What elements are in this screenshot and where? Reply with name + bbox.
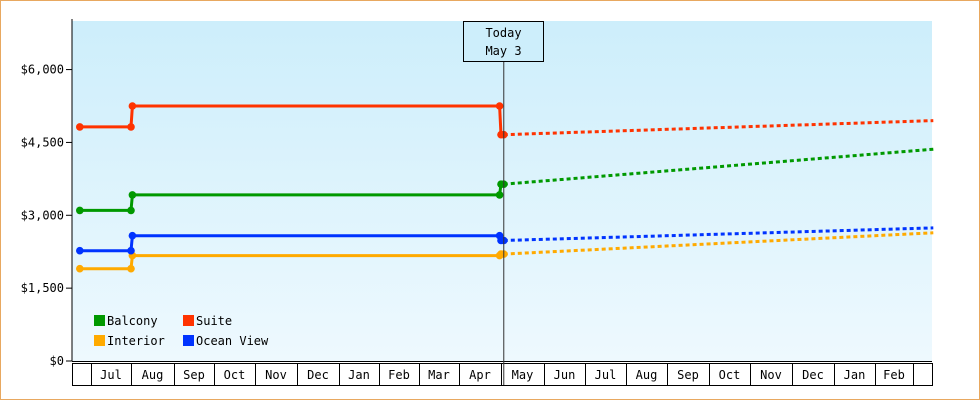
y-tick-label: $3,000 (21, 208, 64, 222)
x-tick-label: Oct (719, 368, 741, 382)
x-tick-label: Jan (844, 368, 866, 382)
legend-swatch (94, 315, 105, 326)
legend-swatch (183, 335, 194, 346)
legend-label: Ocean View (196, 334, 269, 348)
data-point-interior[interactable] (127, 264, 135, 273)
today-date: May 3 (485, 44, 521, 58)
x-tick-label: Dec (307, 368, 329, 382)
series-suite (76, 102, 934, 139)
x-tick-label: Dec (802, 368, 824, 382)
legend-item-ocean-view[interactable]: Ocean View (183, 334, 269, 348)
x-tick-label: Oct (224, 368, 246, 382)
legend-label: Interior (107, 334, 165, 348)
plot-area (72, 21, 932, 361)
y-tick-label: $0 (50, 354, 64, 368)
legend-swatch (94, 335, 105, 346)
data-point-balcony[interactable] (127, 206, 135, 215)
x-tick-label: Jul (595, 368, 617, 382)
today-label-box (463, 21, 544, 62)
data-point-ocean-view[interactable] (76, 246, 84, 255)
x-tick-label: Jun (554, 368, 576, 382)
series-forecast-balcony (503, 147, 934, 186)
x-tick-label: Sep (183, 368, 205, 382)
legend-item-interior[interactable]: Interior (94, 334, 165, 348)
series-ocean-view (76, 226, 934, 255)
series-forecast-suite (503, 119, 934, 137)
data-point-ocean-view[interactable] (127, 246, 135, 255)
x-tick-label: Aug (142, 368, 164, 382)
x-tick-label: Aug (636, 368, 658, 382)
data-point-suite[interactable] (495, 102, 504, 110)
x-tick-label: Jul (100, 368, 122, 382)
x-tick-label: Nov (760, 368, 782, 382)
x-tick-label: Feb (388, 368, 410, 382)
x-axis-band (72, 363, 933, 386)
legend-swatch (183, 315, 194, 326)
legend-item-balcony[interactable]: Balcony (94, 314, 158, 328)
x-tick-label: Apr (469, 368, 491, 382)
series-forecast-interior (503, 231, 934, 256)
y-tick-label: $1,500 (21, 281, 64, 295)
data-point-suite[interactable] (128, 102, 137, 110)
x-tick-label: Nov (265, 368, 287, 382)
legend-label: Suite (196, 314, 232, 328)
x-tick-label: Sep (677, 368, 699, 382)
series-forecast-ocean-view (503, 226, 934, 242)
data-point-balcony[interactable] (76, 206, 84, 215)
legend-label: Balcony (107, 314, 158, 328)
x-tick-label: Mar (428, 368, 450, 382)
data-point-interior[interactable] (76, 264, 84, 273)
x-tick-label: May (512, 368, 534, 382)
legend-item-suite[interactable]: Suite (183, 314, 232, 328)
data-point-balcony[interactable] (128, 191, 137, 199)
data-point-balcony[interactable] (495, 191, 504, 199)
x-tick-label: Feb (883, 368, 905, 382)
data-point-ocean-view[interactable] (128, 231, 137, 240)
data-point-suite[interactable] (76, 123, 84, 131)
y-tick-label: $6,000 (21, 63, 64, 77)
x-tick-label: Jan (348, 368, 370, 382)
data-point-suite[interactable] (127, 123, 135, 131)
y-tick-label: $4,500 (21, 135, 64, 149)
today-label: Today (485, 26, 521, 40)
